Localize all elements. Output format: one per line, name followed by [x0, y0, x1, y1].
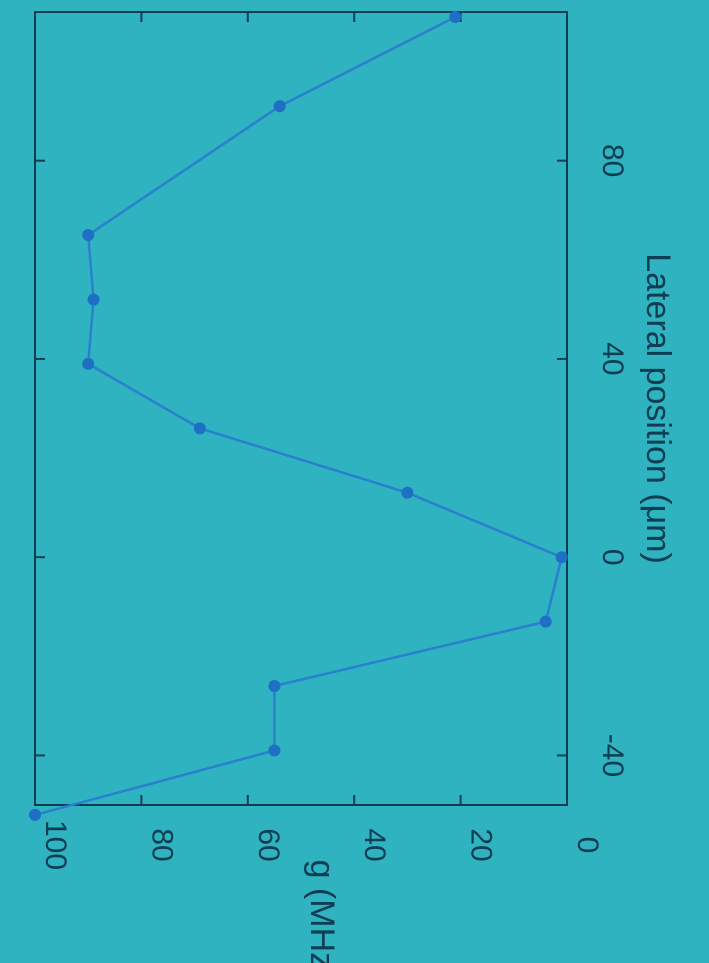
- data-point: [29, 808, 41, 821]
- data-point: [268, 680, 281, 693]
- x-tick-label: 0: [596, 549, 629, 566]
- g-tick-label: 0: [571, 837, 604, 854]
- data-point: [449, 10, 462, 23]
- g-tick-label: 20: [465, 828, 498, 861]
- g-tick-label: 80: [145, 828, 178, 861]
- data-point: [273, 100, 286, 113]
- ticks-group: [34, 12, 568, 805]
- markers-group: [29, 10, 568, 821]
- x-tick-label: 40: [596, 342, 629, 375]
- data-point: [401, 486, 414, 499]
- g-tick-label: 100: [39, 820, 72, 870]
- g-tick-label: 40: [358, 828, 391, 861]
- plot-frame: [34, 11, 568, 806]
- tick-labels-group: 0 20 40 60 80 100 -40 0 40 80: [39, 144, 629, 870]
- x-tick-label: -40: [596, 734, 629, 777]
- data-point: [193, 422, 206, 435]
- series-line: [34, 15, 564, 817]
- data-point: [87, 293, 100, 306]
- g-tick-label: 60: [252, 828, 285, 861]
- y-axis-label: g (MHz): [303, 860, 341, 963]
- data-point: [555, 551, 568, 564]
- data-point: [268, 744, 281, 757]
- data-point: [539, 615, 552, 628]
- data-point: [82, 229, 95, 242]
- x-tick-label: 80: [596, 144, 629, 177]
- x-axis-label: Lateral position (μm): [639, 253, 677, 564]
- data-point: [82, 357, 95, 370]
